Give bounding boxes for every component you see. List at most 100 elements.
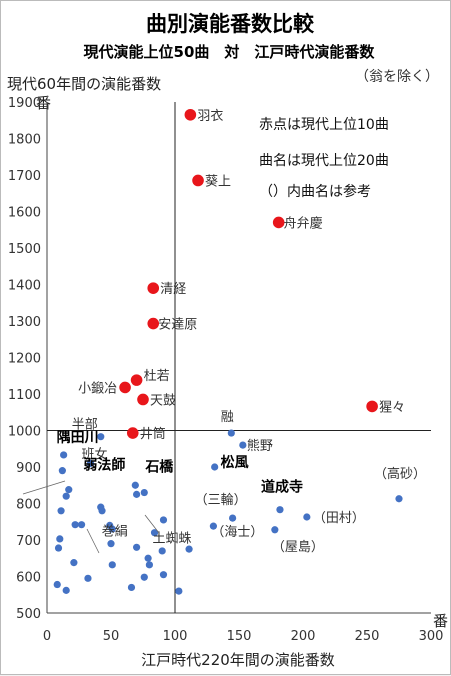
point-label: （屋島） — [272, 540, 324, 555]
data-point — [86, 459, 95, 467]
point-label: 半部 — [72, 418, 98, 433]
x-tick-label: 100 — [163, 629, 188, 644]
y-tick-label: 700 — [16, 534, 41, 549]
y-tick-label: 500 — [16, 607, 41, 622]
data-point — [211, 463, 219, 471]
data-point — [145, 561, 153, 569]
data-point — [108, 525, 116, 533]
top10-point — [192, 174, 204, 187]
data-point — [107, 540, 115, 548]
top10-point — [366, 400, 378, 413]
data-point — [131, 481, 139, 489]
point-label: 融 — [221, 410, 234, 425]
data-point — [271, 526, 279, 534]
point-label: 班女 — [82, 446, 108, 462]
y-tick-label: 1200 — [8, 352, 41, 367]
data-point — [227, 429, 235, 437]
point-label: 猩々 — [379, 400, 405, 415]
data-point — [144, 554, 152, 562]
data-point — [133, 543, 141, 551]
x-tick-label: 200 — [291, 629, 316, 644]
data-point — [98, 507, 106, 515]
data-point — [276, 506, 284, 514]
point-label: （海士） — [211, 525, 263, 540]
data-point — [133, 490, 141, 498]
y-tick-label: 1500 — [8, 242, 41, 257]
data-point — [175, 587, 183, 595]
point-label: 熊野 — [247, 438, 273, 454]
top10-point — [126, 427, 139, 439]
data-point — [127, 583, 136, 592]
point-label: 土蜘蛛 — [153, 532, 192, 547]
y-tick-label: 1100 — [8, 388, 41, 403]
data-point — [60, 451, 68, 459]
point-label: 葵上 — [205, 174, 231, 189]
top10-point — [272, 216, 285, 229]
point-label: 清経 — [160, 282, 186, 297]
data-point — [185, 545, 193, 553]
x-axis-unit: 番 — [433, 612, 448, 630]
y-tick-label: 900 — [16, 461, 41, 476]
data-points — [53, 108, 403, 595]
point-label: 舟弁慶 — [284, 216, 323, 231]
data-point — [57, 507, 65, 515]
data-point — [239, 441, 247, 449]
data-point — [108, 561, 116, 569]
data-point — [56, 535, 64, 543]
point-label: 松風 — [221, 454, 249, 471]
point-label: 巻絹 — [102, 524, 128, 539]
data-point — [70, 559, 78, 567]
chart-note: （翁を除く） — [355, 69, 439, 85]
data-point — [150, 529, 159, 537]
data-point — [77, 521, 86, 529]
y-tick-label: 1700 — [8, 169, 41, 184]
data-point — [229, 514, 237, 522]
point-label: 隅田川 — [57, 430, 99, 446]
legend-note: 曲名は現代上位20曲 — [259, 153, 389, 169]
y-tick-label: 1000 — [8, 425, 41, 440]
top10-point — [147, 317, 160, 330]
crosshair-lines — [47, 102, 431, 613]
y-tick-label: 1300 — [8, 315, 41, 330]
axes — [46, 102, 431, 614]
data-point — [58, 467, 66, 475]
label-leader-line — [144, 514, 160, 534]
chart-subtitle: 現代演能上位50曲 対 江戸時代演能番数 — [84, 43, 376, 61]
x-tick-label: 0 — [43, 629, 51, 644]
data-point — [159, 516, 168, 524]
y-tick-label: 600 — [16, 571, 41, 586]
top10-point — [184, 108, 197, 121]
data-point — [395, 495, 403, 503]
data-point — [159, 571, 168, 579]
x-tick-label: 300 — [419, 629, 444, 644]
legend-note: （）内曲名は参考 — [259, 183, 371, 200]
legend-note: 赤点は現代上位10曲 — [259, 117, 389, 133]
top10-point — [119, 381, 131, 394]
point-label: 小鍛冶 — [78, 381, 117, 396]
point-label: （高砂） — [374, 466, 426, 482]
point-label: 安達原 — [158, 318, 197, 333]
point-label: 杜若 — [144, 368, 170, 384]
y-tick-label: 1800 — [8, 133, 41, 148]
x-axis-title: 江戸時代220年間の演能番数 — [141, 651, 335, 669]
y-axis-title: 現代60年間の演能番数 — [7, 75, 161, 93]
label-leader-line — [86, 528, 100, 554]
point-label: （田村） — [313, 511, 365, 526]
y-tick-labels: 500 600 700 800 900 1000 1100 1200 1300 1400 1500 1… — [8, 96, 41, 622]
data-point — [209, 522, 217, 530]
data-point — [158, 547, 166, 555]
top10-point — [147, 282, 160, 294]
top10-point — [137, 393, 149, 406]
y-tick-label: 800 — [16, 498, 41, 513]
top10-point — [130, 374, 143, 386]
data-point — [140, 488, 148, 497]
label-leader-line — [22, 480, 66, 495]
data-point — [53, 580, 61, 589]
point-label: （三輪） — [195, 492, 247, 508]
data-point — [54, 544, 63, 552]
y-tick-label: 1900 — [8, 96, 41, 111]
